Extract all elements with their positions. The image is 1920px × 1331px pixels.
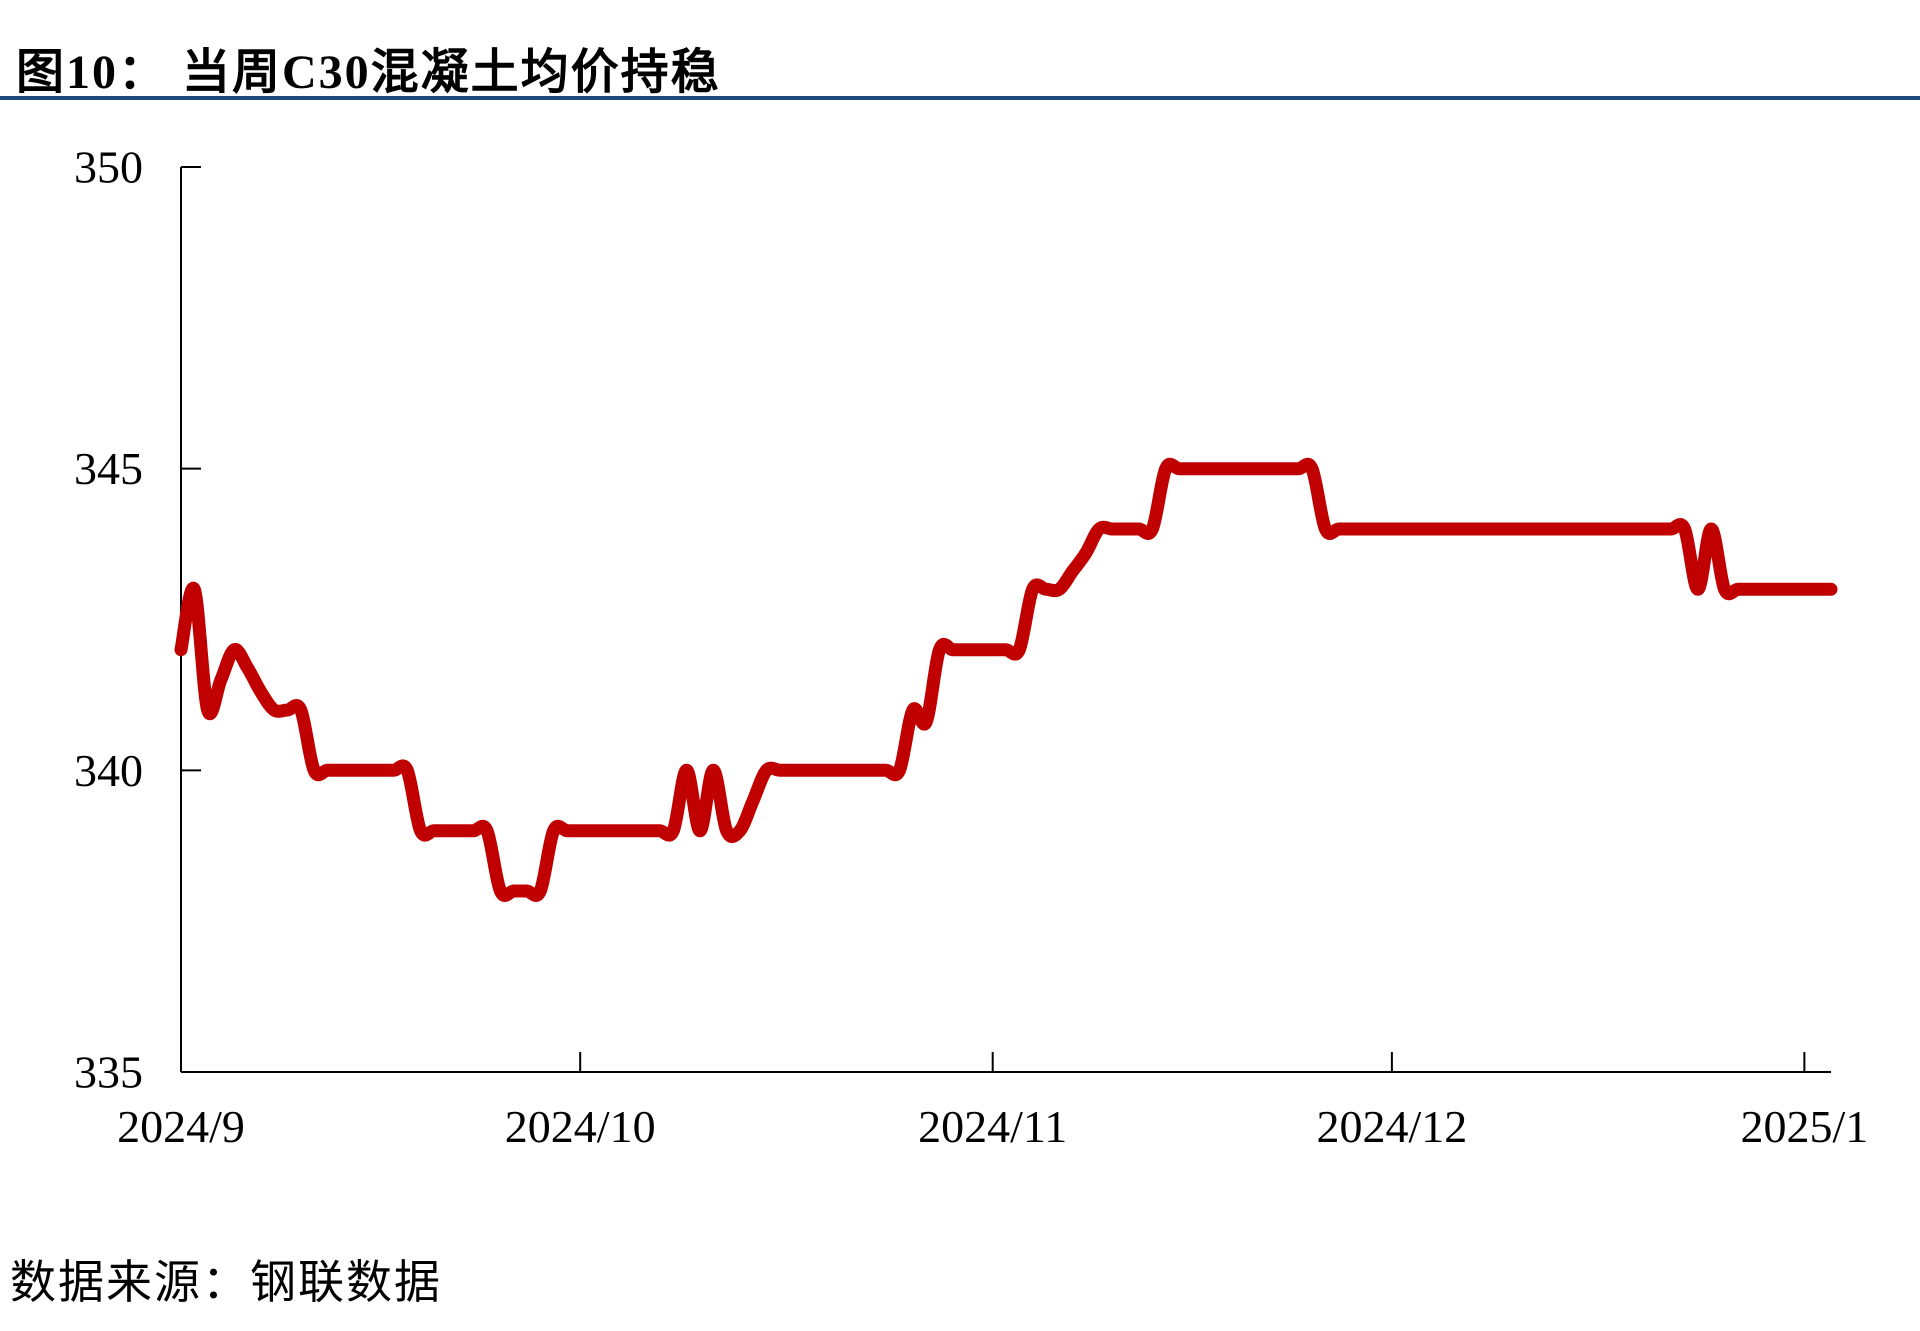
x-tick-label: 2024/11: [918, 1101, 1067, 1152]
x-tick-label: 2025/1: [1740, 1101, 1868, 1152]
data-source: 数据来源：钢联数据: [10, 1257, 442, 1308]
x-tick-label: 2024/9: [117, 1101, 245, 1152]
x-tick-label: 2024/12: [1316, 1101, 1467, 1152]
y-tick-label: 350: [74, 142, 143, 193]
y-tick-label: 335: [74, 1047, 143, 1098]
y-tick-label: 345: [74, 443, 143, 494]
x-tick-label: 2024/10: [505, 1101, 656, 1152]
title-divider: [0, 96, 1920, 100]
price-series-line: [174, 457, 1838, 902]
figure-title: 图10： 当周C30混凝土均价持稳: [16, 46, 721, 100]
y-tick-label: 340: [74, 745, 143, 796]
